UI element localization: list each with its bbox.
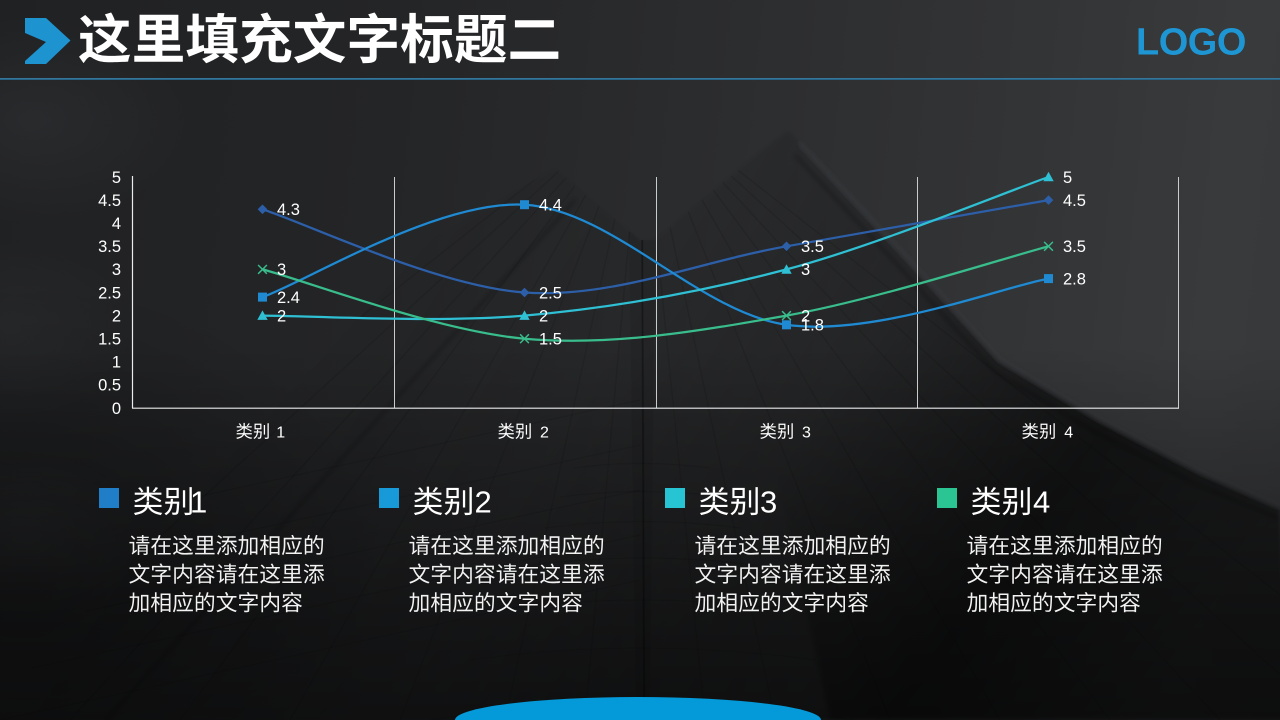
- svg-text:3: 3: [802, 425, 811, 442]
- svg-text:4: 4: [112, 215, 121, 233]
- svg-text:2: 2: [277, 307, 286, 325]
- svg-text:5: 5: [1063, 169, 1072, 187]
- svg-text:2: 2: [539, 307, 548, 325]
- svg-text:1.5: 1.5: [539, 331, 562, 349]
- svg-text:2.4: 2.4: [277, 289, 300, 307]
- svg-text:1.8: 1.8: [801, 317, 824, 335]
- svg-text:5: 5: [112, 169, 121, 187]
- svg-text:4.5: 4.5: [98, 192, 121, 210]
- svg-text:3: 3: [760, 485, 777, 520]
- svg-text:2: 2: [475, 485, 492, 520]
- svg-text:2.5: 2.5: [98, 284, 121, 302]
- svg-text:3.5: 3.5: [1063, 238, 1086, 256]
- svg-text:4: 4: [1033, 485, 1050, 520]
- svg-text:3.5: 3.5: [801, 238, 824, 256]
- svg-text:1.5: 1.5: [98, 331, 121, 349]
- svg-text:3.5: 3.5: [98, 238, 121, 256]
- svg-text:4.5: 4.5: [1063, 192, 1086, 210]
- svg-text:1: 1: [276, 425, 285, 442]
- svg-text:3: 3: [801, 261, 810, 279]
- svg-text:3: 3: [277, 261, 286, 279]
- svg-text:2: 2: [540, 425, 549, 442]
- svg-text:4: 4: [1064, 425, 1073, 442]
- svg-text:2.5: 2.5: [539, 284, 562, 302]
- svg-text:LOGO: LOGO: [1136, 22, 1246, 64]
- svg-text:3: 3: [112, 261, 121, 279]
- svg-text:1: 1: [190, 485, 207, 520]
- svg-text:4.3: 4.3: [277, 201, 300, 219]
- svg-text:4.4: 4.4: [539, 197, 562, 215]
- svg-text:2: 2: [112, 307, 121, 325]
- svg-text:0: 0: [112, 400, 121, 418]
- svg-text:2.8: 2.8: [1063, 270, 1086, 288]
- svg-text:1: 1: [112, 354, 121, 372]
- svg-text:2: 2: [801, 307, 810, 325]
- svg-text:0.5: 0.5: [98, 377, 121, 395]
